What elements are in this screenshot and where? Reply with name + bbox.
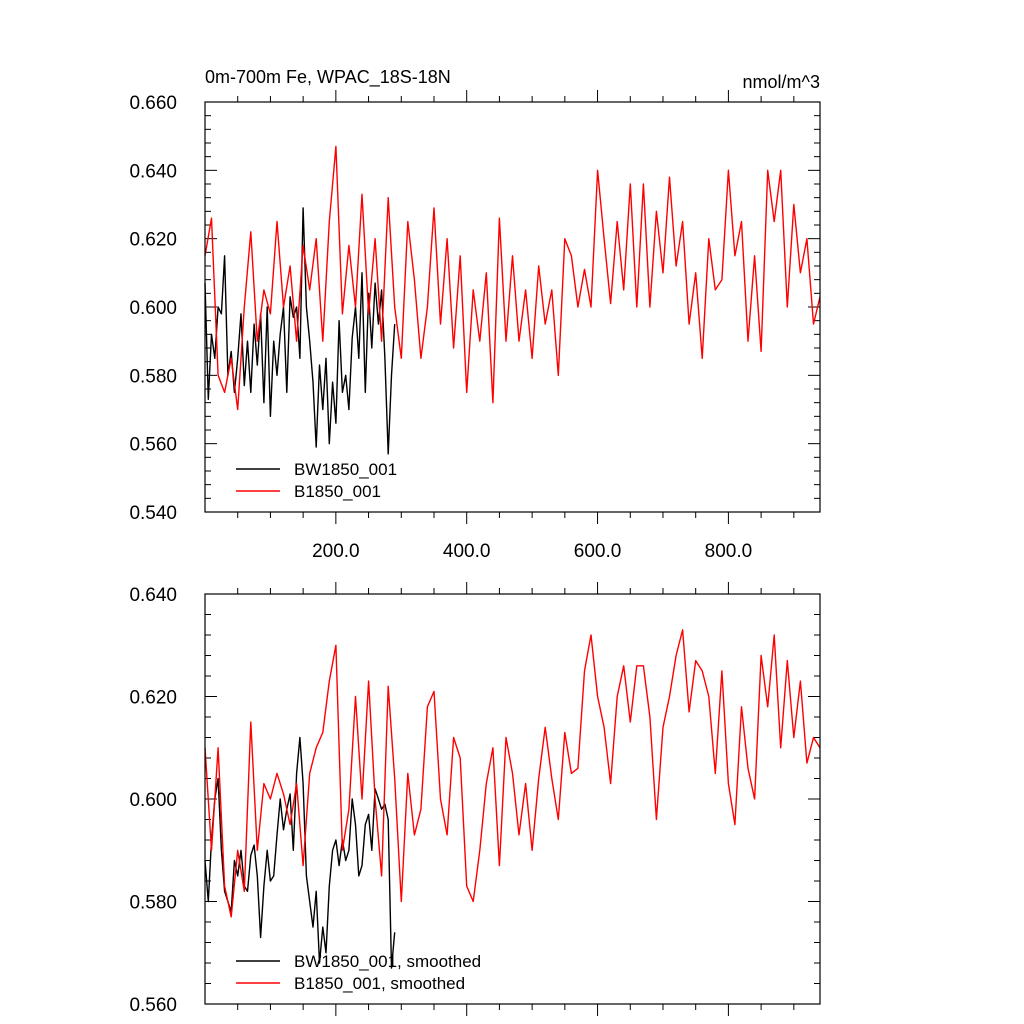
top-series-line-b1850 [204,145,821,411]
bottom-y-tick-label: 0.580 [129,893,177,914]
top-x-tick-label: 600.0 [574,541,622,562]
top-y-tick-label: 0.540 [129,503,177,524]
bottom-y-tick-label: 0.640 [129,585,177,606]
bottom-legend: BW1850_001, smoothed B1850_001, smoothed [236,952,481,993]
top-y-tick-label: 0.580 [129,366,177,387]
top-panel-units: nmol/m^3 [743,72,820,92]
top-y-tick-label: 0.620 [129,230,177,251]
legend-label-b1850: B1850_001 [294,482,381,501]
top-x-tick-label: 200.0 [312,541,360,562]
top-plot-frame [204,101,821,513]
top-y-tick-label: 0.600 [129,298,177,319]
top-x-tick-labels: 200.0 400.0 600.0 800.0 [312,541,752,562]
bottom-plot-frame [204,593,821,1005]
top-y-tick-label: 0.660 [129,93,177,114]
top-panel-title: 0m-700m Fe, WPAC_18S-18N [205,67,451,88]
bottom-series [204,629,821,969]
top-y-tick-label: 0.560 [129,435,177,456]
bottom-y-tick-label: 0.600 [129,790,177,811]
top-series [204,145,821,455]
top-y-tick-label: 0.640 [129,161,177,182]
legend-label-b1850-smoothed: B1850_001, smoothed [294,974,465,993]
bottom-y-tick-label: 0.620 [129,688,177,709]
bottom-series-line-b1850 [204,629,821,918]
top-x-tick-label: 800.0 [705,541,753,562]
bottom-y-tick-label: 0.560 [129,995,177,1016]
bottom-panel: 0.560 0.580 0.600 0.620 0.640 BW1850_001, sm… [129,582,821,1016]
legend-label-bw1850: BW1850_001 [294,460,397,479]
top-series-line-bw1850 [204,207,396,455]
top-x-tick-label: 400.0 [443,541,491,562]
legend-label-bw1850-smoothed: BW1850_001, smoothed [294,952,481,971]
bottom-y-tick-labels: 0.560 0.580 0.600 0.620 0.640 [129,585,177,1016]
bottom-series-line-bw1850 [204,736,396,969]
top-legend: BW1850_001 B1850_001 [236,460,397,501]
top-panel: 0m-700m Fe, WPAC_18S-18N nmol/m^3 0.5400… [129,67,821,562]
top-y-tick-labels: 0.540 0.560 0.580 0.600 0.620 0.640 0.660 [129,93,177,524]
